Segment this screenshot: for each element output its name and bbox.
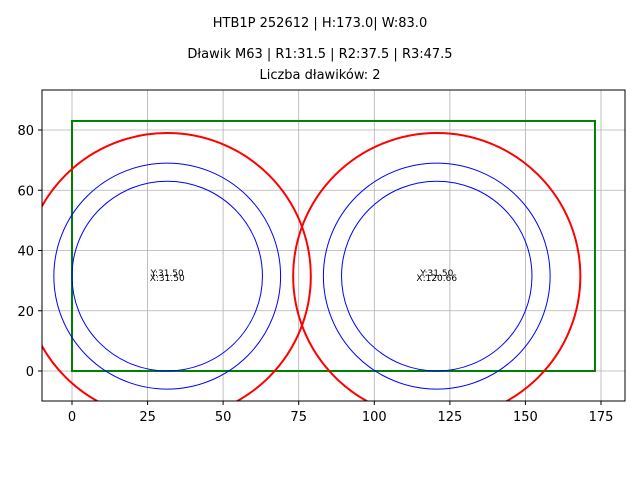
chart-title-line3: Liczba dławików: 2 xyxy=(259,68,381,83)
outline-rectangle xyxy=(71,119,596,372)
y-tick-label: 80 xyxy=(17,124,34,139)
chart-title-line2: Dławik M63 | R1:31.5 | R2:37.5 | R3:47.5 xyxy=(187,47,453,62)
y-tick-label: 40 xyxy=(17,245,34,260)
y-tick-label: 0 xyxy=(26,365,34,380)
center-label-x-1: X:31.50 xyxy=(150,274,185,284)
center-label-x-2: X:120.66 xyxy=(416,274,457,284)
x-tick-label: 50 xyxy=(215,410,232,425)
center-label-y-1: Y:31.50 xyxy=(150,269,184,279)
x-axis xyxy=(71,401,602,405)
x-tick-label: 75 xyxy=(290,410,307,425)
x-tick-label: 150 xyxy=(513,410,538,425)
circle-r2-1 xyxy=(53,162,282,390)
x-tick-label: 100 xyxy=(362,410,387,425)
center-label-y-2: Y:31.50 xyxy=(419,269,453,279)
y-tick-label: 20 xyxy=(17,305,34,320)
chart-title-line1: HTB1P 252612 | H:173.0| W:83.0 xyxy=(212,16,428,31)
circle-r1-2 xyxy=(341,180,533,372)
circle-r3-1 xyxy=(42,132,312,401)
x-tick-label: 125 xyxy=(437,410,462,425)
circle-r2-2 xyxy=(322,162,551,390)
y-tick-label: 60 xyxy=(17,184,34,199)
grid-lines xyxy=(42,90,625,401)
x-tick-label: 0 xyxy=(68,410,76,425)
circle-r1-1 xyxy=(71,180,263,372)
x-tick-label: 25 xyxy=(139,410,156,425)
plot-frame xyxy=(41,89,626,402)
y-axis xyxy=(38,129,42,372)
circle-r3-2 xyxy=(292,132,582,401)
x-tick-label: 175 xyxy=(589,410,614,425)
